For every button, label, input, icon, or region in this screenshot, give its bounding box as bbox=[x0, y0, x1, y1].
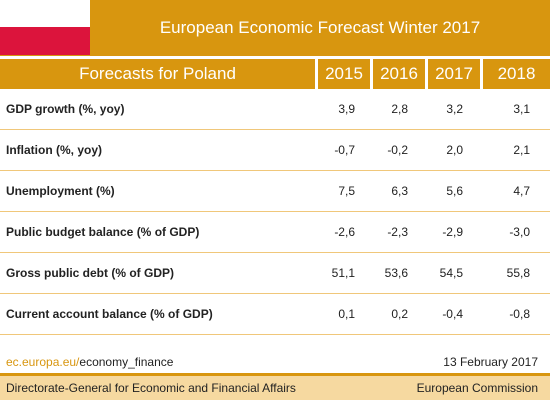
year-header: 2016 bbox=[373, 59, 425, 89]
table-row: Unemployment (%) 7,5 6,3 5,6 4,7 bbox=[0, 171, 550, 212]
cell-value: -2,3 bbox=[387, 225, 408, 239]
flag-white bbox=[0, 0, 90, 27]
cell-value: 2,1 bbox=[513, 143, 530, 157]
cell-value: 5,6 bbox=[446, 184, 463, 198]
date: 13 February 2017 bbox=[443, 355, 538, 369]
cell-value: -2,9 bbox=[442, 225, 463, 239]
cell-value: 51,1 bbox=[331, 266, 355, 280]
table-heading: Forecasts for Poland bbox=[0, 59, 315, 89]
cell-value: -0,2 bbox=[387, 143, 408, 157]
link-path[interactable]: economy_finance bbox=[79, 355, 174, 369]
divider bbox=[0, 373, 550, 376]
row-label: Inflation (%, yoy) bbox=[6, 143, 102, 157]
dg-name: Directorate-General for Economic and Fin… bbox=[6, 381, 296, 395]
year-header: 2018 bbox=[483, 59, 550, 89]
cell-value: -0,8 bbox=[509, 307, 530, 321]
year-header: 2015 bbox=[318, 59, 370, 89]
commission: European Commission bbox=[416, 381, 538, 395]
row-label: Current account balance (% of GDP) bbox=[6, 307, 213, 321]
cell-value: -0,4 bbox=[442, 307, 463, 321]
link[interactable]: ec.europa.eu/economy_finance bbox=[6, 355, 173, 369]
link-domain[interactable]: ec.europa.eu/ bbox=[6, 355, 80, 369]
cell-value: 0,1 bbox=[338, 307, 355, 321]
cell-value: 3,9 bbox=[338, 102, 355, 116]
cell-value: 54,5 bbox=[439, 266, 463, 280]
table-row: GDP growth (%, yoy) 3,9 2,8 3,2 3,1 bbox=[0, 89, 550, 130]
row-label: Unemployment (%) bbox=[6, 184, 115, 198]
table-row: Public budget balance (% of GDP) -2,6 -2,3… bbox=[0, 212, 550, 253]
table-row: Inflation (%, yoy) -0,7 -0,2 2,0 2,1 bbox=[0, 130, 550, 171]
cell-value: 2,0 bbox=[446, 143, 463, 157]
title: European Economic Forecast Winter 2017 bbox=[159, 18, 481, 37]
cell-value: 7,5 bbox=[338, 184, 355, 198]
cell-value: 55,8 bbox=[506, 266, 530, 280]
table-row: Current account balance (% of GDP) 0,1 0,2… bbox=[0, 294, 550, 335]
cell-value: 3,2 bbox=[446, 102, 463, 116]
flag-red bbox=[0, 27, 90, 55]
cell-value: -0,7 bbox=[334, 143, 355, 157]
cell-value: -2,6 bbox=[334, 225, 355, 239]
row-label: Gross public debt (% of GDP) bbox=[6, 266, 175, 280]
bottom-band bbox=[0, 376, 550, 400]
row-label: GDP growth (%, yoy) bbox=[6, 102, 125, 116]
table-row: Gross public debt (% of GDP) 51,1 53,6 54,5… bbox=[0, 253, 550, 294]
cell-value: 3,1 bbox=[513, 102, 530, 116]
cell-value: 53,6 bbox=[384, 266, 408, 280]
year-header: 2017 bbox=[428, 59, 480, 89]
row-label: Public budget balance (% of GDP) bbox=[6, 225, 200, 239]
cell-value: 4,7 bbox=[513, 184, 530, 198]
cell-value: 2,8 bbox=[391, 102, 408, 116]
header-band bbox=[0, 0, 550, 56]
cell-value: 6,3 bbox=[391, 184, 408, 198]
cell-value: 0,2 bbox=[391, 307, 408, 321]
cell-value: -3,0 bbox=[509, 225, 530, 239]
